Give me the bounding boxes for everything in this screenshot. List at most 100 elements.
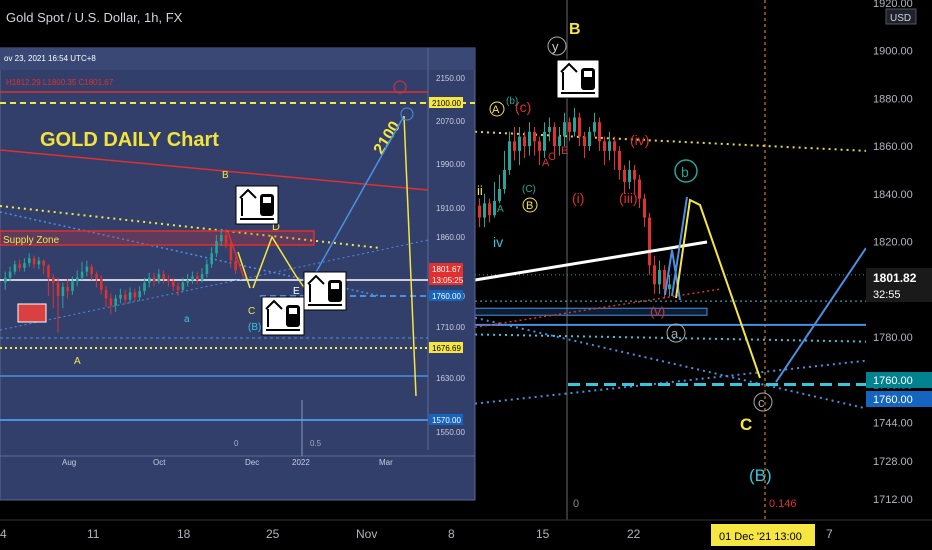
- candle-body: [478, 205, 481, 218]
- cyan-dotted-line-2: [474, 333, 867, 343]
- inset-candle-body: [128, 292, 132, 300]
- price-tick: 1920.00: [873, 0, 913, 10]
- price-tick: 1880.00: [873, 93, 913, 105]
- candle-body: [573, 117, 576, 132]
- current-price-tag: [866, 268, 932, 302]
- candle-body: [668, 284, 671, 290]
- inset-yellow-zigzag: [252, 235, 307, 291]
- wave-C-paren: (C): [522, 184, 536, 195]
- inset-candle-body: [109, 298, 113, 306]
- candle-body: [613, 141, 616, 151]
- inset-candle-body: [172, 281, 175, 287]
- candle-body: [658, 270, 661, 285]
- inset-candle-body: [61, 286, 65, 296]
- inset-candle-body: [215, 241, 218, 254]
- crosshair-time: 01 Dec '21 13:00: [719, 531, 802, 543]
- inset-candle-body: [181, 282, 185, 290]
- candle-body: [558, 136, 561, 147]
- inset-ytick: 2070.00: [436, 117, 465, 126]
- inset-ytick: 1550.00: [436, 428, 465, 437]
- inset-candle-body: [37, 260, 41, 265]
- candle-body: [603, 141, 606, 151]
- inset-candle-body: [229, 243, 233, 261]
- wave-E: E: [561, 145, 568, 157]
- inset-ytick: 1910.00: [436, 204, 465, 213]
- time-tick: 25: [266, 527, 280, 541]
- inset-wave-D: D: [272, 221, 280, 233]
- inset-tag-1570-bg: [429, 414, 463, 425]
- level-tag-1-bg: [866, 372, 932, 388]
- white-arrow-line: [474, 240, 708, 282]
- candle-body: [628, 169, 631, 182]
- inset-candle-body: [47, 265, 50, 278]
- price-tick: 1728.00: [873, 456, 913, 468]
- inset-ytick: 1990.00: [436, 160, 465, 169]
- inset-wave-E: E: [293, 286, 300, 297]
- candle-body: [528, 131, 531, 147]
- inset-candle-body: [167, 278, 170, 282]
- candle-body: [503, 169, 506, 189]
- inset-candle-body: [104, 289, 108, 299]
- candle-body: [553, 127, 556, 147]
- inset-blue-up: [305, 115, 405, 291]
- candle-body: [598, 122, 601, 142]
- inset-candle-body: [138, 291, 141, 298]
- inset-tag-1676-bg: [429, 342, 463, 353]
- inset-candle-body: [71, 281, 74, 292]
- wave-b-paren: (b): [506, 96, 518, 107]
- wave-iv-paren: (iv): [630, 132, 649, 148]
- inset-tag-1676: 1676.69: [432, 344, 461, 353]
- wave-v-paren: (v): [650, 304, 665, 319]
- inset-tag-1570: 1570.00: [432, 416, 461, 425]
- inset-wave-B-paren: (B): [248, 322, 261, 333]
- candle-body: [588, 131, 591, 147]
- inset-c-circle: [400, 107, 414, 121]
- inset-candle-body: [28, 258, 31, 264]
- inset-wave-C: C: [248, 306, 255, 317]
- candle-body: [583, 136, 586, 147]
- wave-a-circle: [666, 323, 686, 343]
- currency-box: [885, 8, 917, 25]
- inset-ytick: 1860.00: [436, 233, 465, 242]
- inset-candle-body: [95, 274, 98, 279]
- inset-wave-B: B: [222, 170, 229, 181]
- inset-xtick: 2022: [292, 458, 310, 467]
- inset-station-icon-2-window: [331, 283, 339, 289]
- inset-candle-body: [18, 264, 21, 268]
- inset-candle-body: [52, 277, 55, 283]
- candle-body: [638, 179, 641, 199]
- wave-B-top: B: [569, 21, 581, 38]
- blue-up-leg: [671, 196, 688, 297]
- inset-station-icon-1-roof: [239, 188, 257, 199]
- inset-tag-countdown-bg: [429, 274, 463, 285]
- wave-C: C: [740, 415, 752, 434]
- current-price: 1801.82: [873, 271, 917, 285]
- price-tick: 1712.00: [873, 494, 913, 506]
- inset-wave-a: a: [184, 314, 190, 325]
- wave-b-circle: [674, 159, 698, 183]
- inset-candle-body: [42, 260, 45, 266]
- candle-body: [593, 122, 596, 132]
- inset-candle-body: [224, 235, 228, 244]
- wave-c-paren: (c): [515, 99, 531, 115]
- inset-header-bar: [0, 48, 475, 70]
- candle-body: [493, 200, 496, 216]
- candle-body: [618, 150, 621, 170]
- wave-ii: ii: [477, 183, 483, 198]
- inset-candle-body: [8, 271, 12, 278]
- inset-candle-body: [234, 260, 237, 271]
- inset-candle-body: [114, 298, 117, 306]
- time-tick: 15: [536, 527, 550, 541]
- wave-B-paren: (B): [749, 466, 772, 485]
- inset-ytick: 2150.00: [436, 74, 465, 83]
- wave-a: a: [671, 326, 679, 341]
- inset-ytick: 1710.00: [436, 323, 465, 332]
- inset-candle-body: [196, 276, 199, 281]
- level-tag-2-bg: [866, 391, 932, 407]
- station-icon-main: [556, 59, 600, 99]
- inset-candle-body: [32, 258, 36, 265]
- wave-C-small: C: [548, 151, 556, 163]
- inset-tag-2100: 2100.00: [432, 99, 461, 108]
